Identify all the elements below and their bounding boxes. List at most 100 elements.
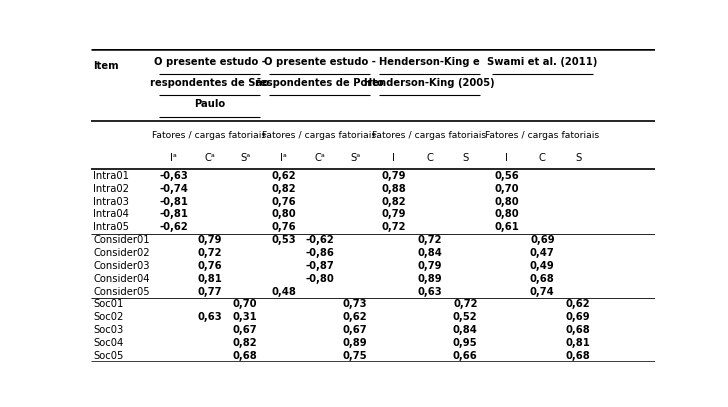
Text: Intra04: Intra04 <box>93 210 129 219</box>
Text: respondentes de Porto: respondentes de Porto <box>255 78 384 88</box>
Text: 0,82: 0,82 <box>381 197 406 207</box>
Text: 0,77: 0,77 <box>197 287 222 297</box>
Text: C: C <box>426 153 433 163</box>
Text: 0,81: 0,81 <box>197 274 222 284</box>
Text: -0,80: -0,80 <box>305 274 334 284</box>
Text: 0,80: 0,80 <box>494 210 519 219</box>
Text: -0,62: -0,62 <box>159 222 188 232</box>
Text: Fatores / cargas fatoriais: Fatores / cargas fatoriais <box>152 131 266 140</box>
Text: 0,75: 0,75 <box>343 351 368 361</box>
Text: -0,87: -0,87 <box>305 261 334 271</box>
Text: 0,84: 0,84 <box>453 325 478 335</box>
Text: 0,52: 0,52 <box>453 312 478 322</box>
Text: 0,66: 0,66 <box>453 351 478 361</box>
Text: 0,74: 0,74 <box>530 287 555 297</box>
Text: 0,68: 0,68 <box>530 274 555 284</box>
Text: Intra01: Intra01 <box>93 171 130 181</box>
Text: 0,61: 0,61 <box>494 222 519 232</box>
Text: 0,48: 0,48 <box>272 287 296 297</box>
Text: 0,68: 0,68 <box>566 325 590 335</box>
Text: S: S <box>575 153 581 163</box>
Text: 0,62: 0,62 <box>272 171 296 181</box>
Text: Soc03: Soc03 <box>93 325 124 335</box>
Text: Henderson-King (2005): Henderson-King (2005) <box>364 78 495 88</box>
Text: 0,68: 0,68 <box>233 351 258 361</box>
Text: Consider02: Consider02 <box>93 248 150 258</box>
Text: Cᵃ: Cᵃ <box>314 153 325 163</box>
Text: 0,89: 0,89 <box>417 274 442 284</box>
Text: Consider01: Consider01 <box>93 235 150 245</box>
Text: 0,89: 0,89 <box>343 338 368 348</box>
Text: Consider04: Consider04 <box>93 274 150 284</box>
Text: 0,82: 0,82 <box>272 184 296 194</box>
Text: 0,56: 0,56 <box>494 171 519 181</box>
Text: Henderson-King e: Henderson-King e <box>379 57 480 67</box>
Text: 0,63: 0,63 <box>417 287 442 297</box>
Text: 0,67: 0,67 <box>233 325 258 335</box>
Text: Iᵃ: Iᵃ <box>170 153 177 163</box>
Text: 0,70: 0,70 <box>494 184 519 194</box>
Text: C: C <box>539 153 546 163</box>
Text: Paulo: Paulo <box>194 99 225 109</box>
Text: 0,70: 0,70 <box>233 300 258 309</box>
Text: 0,62: 0,62 <box>566 300 590 309</box>
Text: Item: Item <box>93 61 119 71</box>
Text: 0,31: 0,31 <box>233 312 258 322</box>
Text: 0,79: 0,79 <box>381 210 406 219</box>
Text: 0,63: 0,63 <box>197 312 222 322</box>
Text: Consider03: Consider03 <box>93 261 150 271</box>
Text: 0,67: 0,67 <box>343 325 368 335</box>
Text: 0,47: 0,47 <box>530 248 555 258</box>
Text: -0,63: -0,63 <box>159 171 188 181</box>
Text: 0,79: 0,79 <box>417 261 442 271</box>
Text: Sᵃ: Sᵃ <box>240 153 250 163</box>
Text: Fatores / cargas fatoriais: Fatores / cargas fatoriais <box>262 131 376 140</box>
Text: 0,95: 0,95 <box>453 338 478 348</box>
Text: Soc01: Soc01 <box>93 300 124 309</box>
Text: 0,76: 0,76 <box>272 222 296 232</box>
Text: Swami et al. (2011): Swami et al. (2011) <box>487 57 598 67</box>
Text: Intra03: Intra03 <box>93 197 129 207</box>
Text: I: I <box>505 153 508 163</box>
Text: 0,76: 0,76 <box>197 261 222 271</box>
Text: 0,49: 0,49 <box>530 261 555 271</box>
Text: S: S <box>462 153 468 163</box>
Text: O presente estudo -: O presente estudo - <box>154 57 266 67</box>
Text: Soc04: Soc04 <box>93 338 124 348</box>
Text: -0,81: -0,81 <box>159 197 189 207</box>
Text: 0,84: 0,84 <box>417 248 442 258</box>
Text: 0,79: 0,79 <box>381 171 406 181</box>
Text: Fatores / cargas fatoriais: Fatores / cargas fatoriais <box>486 131 599 140</box>
Text: Soc05: Soc05 <box>93 351 124 361</box>
Text: 0,72: 0,72 <box>381 222 406 232</box>
Text: Consider05: Consider05 <box>93 287 150 297</box>
Text: O presente estudo -: O presente estudo - <box>264 57 376 67</box>
Text: -0,86: -0,86 <box>305 248 334 258</box>
Text: 0,80: 0,80 <box>272 210 296 219</box>
Text: -0,62: -0,62 <box>305 235 334 245</box>
Text: 0,62: 0,62 <box>343 312 368 322</box>
Text: respondentes de São: respondentes de São <box>150 78 269 88</box>
Text: 0,72: 0,72 <box>417 235 442 245</box>
Text: 0,72: 0,72 <box>197 248 222 258</box>
Text: -0,74: -0,74 <box>159 184 188 194</box>
Text: Cᵃ: Cᵃ <box>204 153 215 163</box>
Text: 0,73: 0,73 <box>343 300 368 309</box>
Text: 0,80: 0,80 <box>494 197 519 207</box>
Text: Fatores / cargas fatoriais: Fatores / cargas fatoriais <box>373 131 486 140</box>
Text: 0,69: 0,69 <box>530 235 555 245</box>
Text: 0,76: 0,76 <box>272 197 296 207</box>
Text: 0,72: 0,72 <box>453 300 478 309</box>
Text: 0,68: 0,68 <box>566 351 590 361</box>
Text: 0,79: 0,79 <box>197 235 222 245</box>
Text: Intra05: Intra05 <box>93 222 130 232</box>
Text: Iᵃ: Iᵃ <box>280 153 288 163</box>
Text: 0,53: 0,53 <box>272 235 296 245</box>
Text: 0,82: 0,82 <box>233 338 258 348</box>
Text: Sᵃ: Sᵃ <box>350 153 360 163</box>
Text: 0,88: 0,88 <box>381 184 406 194</box>
Text: 0,69: 0,69 <box>566 312 590 322</box>
Text: I: I <box>392 153 395 163</box>
Text: -0,81: -0,81 <box>159 210 189 219</box>
Text: Soc02: Soc02 <box>93 312 124 322</box>
